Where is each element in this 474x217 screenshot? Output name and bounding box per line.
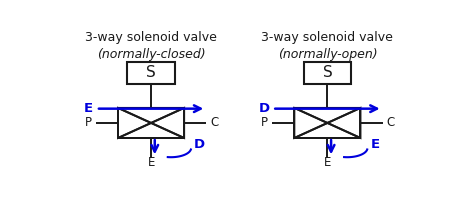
Text: (normally-open): (normally-open) [278, 48, 377, 61]
Text: S: S [322, 65, 332, 80]
Text: E: E [371, 138, 380, 151]
Text: P: P [84, 117, 91, 130]
Text: E: E [83, 102, 92, 115]
Text: E: E [324, 156, 331, 169]
Text: 3-way solenoid valve: 3-way solenoid valve [85, 31, 217, 44]
Bar [127, 62, 175, 84]
Text: C: C [210, 117, 219, 130]
Text: D: D [259, 102, 270, 115]
Text: D: D [193, 138, 204, 151]
Bar [303, 62, 351, 84]
Text: C: C [386, 117, 395, 130]
Text: E: E [147, 156, 155, 169]
Text: 3-way solenoid valve: 3-way solenoid valve [262, 31, 393, 44]
Text: (normally-closed): (normally-closed) [97, 48, 205, 61]
Text: P: P [261, 117, 268, 130]
Text: S: S [146, 65, 156, 80]
